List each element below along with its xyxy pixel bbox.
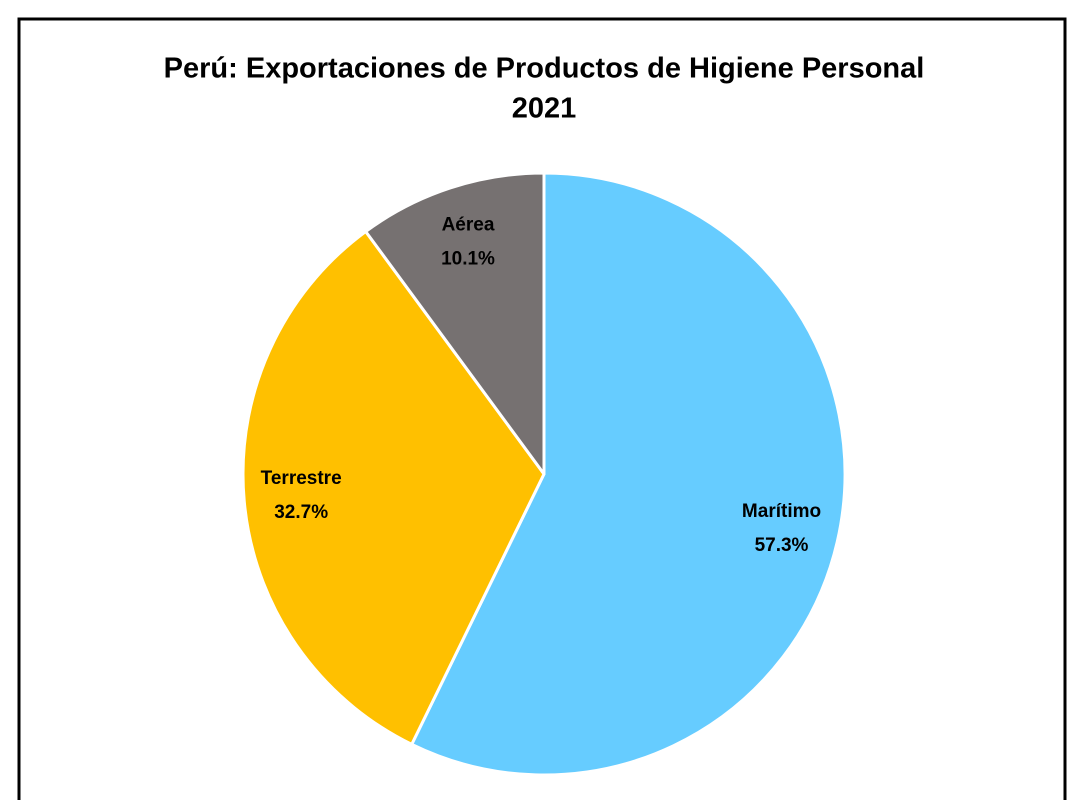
slice-label: Marítimo [742, 501, 821, 522]
slice-value-label: 57.3% [755, 535, 809, 556]
slice-value-label: 10.1% [441, 248, 495, 269]
slice-label: Terrestre [261, 468, 342, 489]
pie-slice [241, 229, 546, 746]
slice-label: Aérea [442, 214, 495, 235]
pie-slice [410, 171, 847, 777]
pie-slice [364, 171, 546, 476]
chart-title: Perú: Exportaciones de Productos de Higi… [164, 53, 925, 85]
slice-value-label: 32.7% [274, 502, 328, 523]
chart-subtitle: 2021 [512, 93, 577, 125]
